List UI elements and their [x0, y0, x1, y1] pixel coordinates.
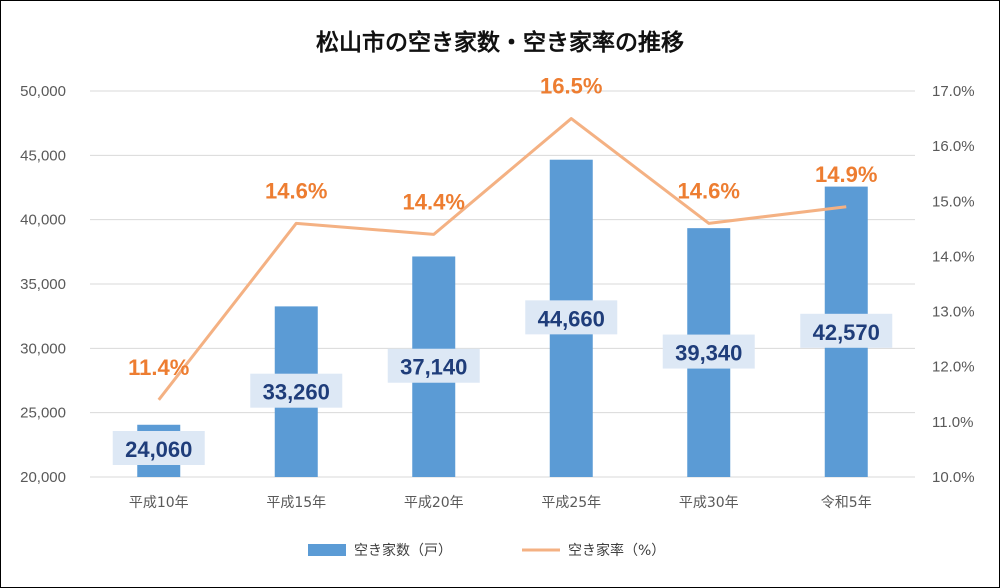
legend-swatch-bar: [308, 544, 346, 556]
legend-label-line: 空き家率（%）: [568, 542, 665, 559]
bar-data-label: 44,660: [538, 306, 605, 331]
bar-data-labels: 24,060 33,260 37,140 44,660 39,340 42,570: [112, 300, 893, 465]
category-label: 平成10年: [129, 495, 189, 511]
right-tick-label: 17.0%: [932, 83, 975, 100]
left-tick-label: 35,000: [20, 276, 66, 293]
right-tick-label: 11.0%: [932, 414, 973, 431]
category-label: 平成15年: [266, 495, 326, 511]
legend-label-bar: 空き家数（戸）: [354, 542, 452, 559]
line-series: [157, 117, 847, 401]
bar-data-label: 33,260: [263, 380, 330, 405]
category-label: 令和5年: [821, 495, 872, 511]
right-tick-label: 12.0%: [932, 359, 975, 376]
category-label: 平成20年: [404, 495, 464, 511]
bar-label-box: [250, 373, 343, 408]
left-axis: 50,000 45,000 40,000 35,000 30,000 25,000 20,0…: [20, 83, 66, 486]
right-tick-label: 16.0%: [932, 138, 975, 155]
line-data-label: 16.5%: [540, 74, 602, 99]
line-data-label: 14.4%: [403, 189, 465, 214]
bar-data-label: 42,570: [813, 320, 880, 345]
left-tick-label: 30,000: [20, 340, 66, 357]
bar-data-label: 24,060: [125, 437, 192, 462]
right-tick-label: 10.0%: [932, 469, 975, 486]
right-tick-label: 15.0%: [932, 193, 975, 210]
category-label: 平成25年: [541, 495, 601, 511]
bar-label-box: [387, 348, 480, 383]
x-axis: 平成10年 平成15年 平成20年 平成25年 平成30年 令和5年: [129, 495, 872, 511]
chart-title: 松山市の空き家数・空き家率の推移: [316, 29, 684, 56]
bar-label-box: [800, 313, 893, 348]
bar-label-box: [112, 431, 205, 465]
rate-line: [157, 117, 847, 401]
gridlines: [90, 90, 915, 478]
left-tick-label: 20,000: [20, 469, 66, 486]
legend: 空き家数（戸） 空き家率（%）: [308, 542, 665, 559]
right-tick-label: 14.0%: [932, 248, 975, 265]
right-axis: 17.0% 16.0% 15.0% 14.0% 13.0% 12.0% 11.0% 10.0%: [932, 83, 975, 486]
bar-data-label: 37,140: [400, 355, 467, 380]
right-tick-label: 13.0%: [932, 304, 975, 321]
category-label: 平成30年: [679, 495, 739, 511]
line-data-label: 14.6%: [265, 178, 327, 203]
line-data-labels: 11.4% 14.6% 14.4% 16.5% 14.6% 14.9%: [128, 74, 877, 380]
bar-label-box: [525, 300, 618, 335]
left-tick-label: 45,000: [20, 147, 66, 164]
left-tick-label: 25,000: [20, 405, 66, 422]
line-data-label: 14.9%: [815, 162, 877, 187]
bar-series: [137, 159, 868, 477]
bar-label-box: [662, 334, 755, 369]
left-tick-label: 40,000: [20, 212, 66, 229]
left-tick-label: 50,000: [20, 83, 66, 100]
line-data-label: 14.6%: [678, 178, 740, 203]
line-data-label: 11.4%: [128, 355, 189, 380]
bar-data-label: 39,340: [675, 341, 742, 366]
